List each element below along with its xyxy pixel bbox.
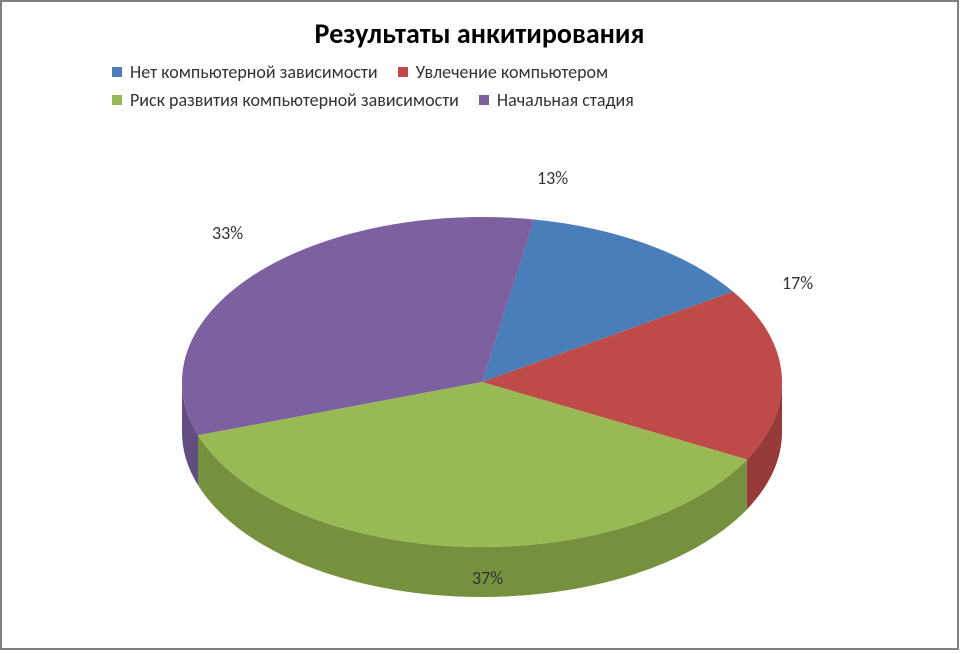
legend-label: Увлечение компьютером [416,61,609,83]
legend-swatch-icon [479,95,489,105]
legend-swatch-icon [112,67,122,77]
legend-swatch-icon [112,95,122,105]
legend-label: Нет компьютерной зависимости [130,61,378,83]
legend-item: Риск развития компьютерной зависимости [112,89,459,111]
data-label: 17% [782,272,813,294]
chart-legend: Нет компьютерной зависимости Увлечение к… [2,61,957,117]
data-label: 37% [472,567,503,589]
legend-label: Начальная стадия [497,89,634,111]
chart-title: Результаты анкитирования [2,16,957,51]
legend-swatch-icon [398,67,408,77]
legend-item: Нет компьютерной зависимости [112,61,378,83]
chart-container: Результаты анкитирования Нет компьютерно… [0,0,959,650]
legend-item: Начальная стадия [479,89,634,111]
legend-item: Увлечение компьютером [398,61,609,83]
data-label: 33% [212,222,243,244]
data-label: 13% [537,167,568,189]
pie-chart: 13% 17% 37% 33% [2,142,957,638]
legend-label: Риск развития компьютерной зависимости [130,89,459,111]
